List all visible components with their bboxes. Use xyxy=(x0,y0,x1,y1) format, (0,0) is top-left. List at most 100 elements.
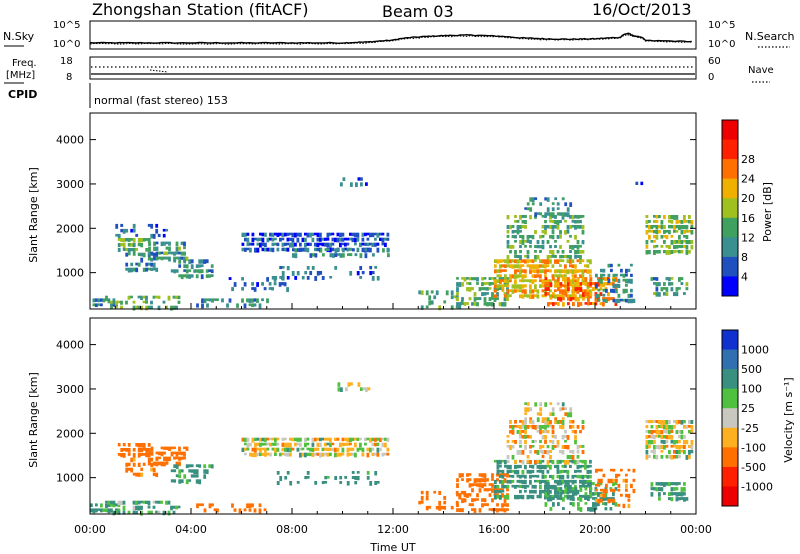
data-cell xyxy=(607,273,611,278)
data-cell xyxy=(344,237,347,241)
data-cell xyxy=(456,302,459,307)
data-cell xyxy=(680,430,684,435)
data-cell xyxy=(494,494,497,500)
data-cell xyxy=(557,282,560,288)
data-cell xyxy=(340,182,343,187)
power-colorbar-swatch xyxy=(722,178,738,199)
data-cell xyxy=(589,284,592,288)
x-tick-label: 12:00 xyxy=(377,523,409,536)
data-cell xyxy=(549,297,553,300)
data-cell xyxy=(261,442,265,446)
data-cell xyxy=(324,442,327,447)
data-cell xyxy=(152,252,156,257)
data-cell xyxy=(183,269,187,272)
data-cell xyxy=(531,197,535,203)
data-cell xyxy=(346,237,350,241)
data-cell xyxy=(516,484,520,488)
data-cell xyxy=(579,220,582,224)
data-cell xyxy=(511,264,515,269)
data-cell xyxy=(650,225,654,230)
data-cell xyxy=(142,453,146,456)
data-cell xyxy=(481,478,484,483)
data-cell xyxy=(625,478,628,483)
data-cell xyxy=(210,274,214,277)
data-cell xyxy=(286,287,289,293)
data-cell xyxy=(562,302,565,307)
data-cell xyxy=(653,215,656,218)
data-cell xyxy=(132,500,136,505)
data-cell xyxy=(529,245,532,248)
data-cell xyxy=(251,437,255,443)
data-cell xyxy=(688,420,691,424)
data-cell xyxy=(572,277,575,281)
data-cell xyxy=(650,482,654,487)
data-cell xyxy=(501,289,505,292)
data-cell xyxy=(531,445,535,448)
data-cell xyxy=(147,223,151,227)
data-cell xyxy=(566,212,570,218)
data-cell xyxy=(281,276,285,281)
data-cell xyxy=(374,481,378,486)
data-cell xyxy=(286,471,290,475)
data-cell xyxy=(683,225,686,230)
data-cell xyxy=(471,503,474,507)
noise-left-tick-bottom: 10^0 xyxy=(53,39,80,50)
data-cell xyxy=(122,238,126,243)
data-cell xyxy=(562,497,565,502)
data-cell xyxy=(346,452,350,457)
data-cell xyxy=(491,473,494,479)
data-cell xyxy=(360,182,363,187)
data-cell xyxy=(326,232,330,238)
data-cell xyxy=(483,277,487,280)
data-cell xyxy=(658,445,661,450)
data-cell xyxy=(349,447,352,451)
data-cell xyxy=(466,478,469,483)
noise-right-tick-bottom: 10^0 xyxy=(708,39,735,50)
data-cell xyxy=(544,479,547,484)
data-cell xyxy=(514,469,517,475)
data-cell xyxy=(569,255,572,260)
data-cell xyxy=(511,235,515,239)
data-cell xyxy=(486,282,489,285)
data-cell xyxy=(349,271,353,276)
data-cell xyxy=(645,420,649,423)
data-cell xyxy=(284,452,287,457)
data-cell xyxy=(463,277,467,282)
data-cell xyxy=(341,447,345,453)
data-cell xyxy=(366,437,370,441)
data-cell xyxy=(258,303,262,309)
data-cell xyxy=(256,282,259,287)
data-cell xyxy=(122,248,126,251)
data-cell xyxy=(547,282,550,287)
data-cell xyxy=(140,295,143,301)
data-cell xyxy=(304,271,308,275)
data-cell xyxy=(539,284,542,288)
data-cell xyxy=(367,248,370,253)
data-cell xyxy=(675,482,679,486)
data-cell xyxy=(193,469,197,475)
data-cell xyxy=(544,292,548,296)
data-cell xyxy=(673,455,676,459)
data-cell xyxy=(592,492,595,496)
data-cell xyxy=(241,277,244,281)
data-cell xyxy=(256,247,260,253)
data-cell xyxy=(155,251,159,255)
data-cell xyxy=(536,474,540,478)
data-cell xyxy=(309,447,312,452)
data-cell xyxy=(374,242,377,247)
data-cell xyxy=(483,297,487,302)
data-cell xyxy=(473,508,477,514)
data-cell xyxy=(450,305,454,310)
data-cell xyxy=(569,259,572,264)
data-cell xyxy=(381,242,385,246)
data-cell xyxy=(157,305,161,311)
data-cell xyxy=(653,487,656,491)
data-cell xyxy=(336,237,340,243)
data-cell xyxy=(356,237,360,242)
data-cell xyxy=(478,478,482,483)
data-cell xyxy=(493,287,497,292)
data-cell xyxy=(675,287,679,292)
data-cell xyxy=(135,500,138,505)
data-cell xyxy=(572,497,575,502)
data-cell xyxy=(536,464,540,469)
